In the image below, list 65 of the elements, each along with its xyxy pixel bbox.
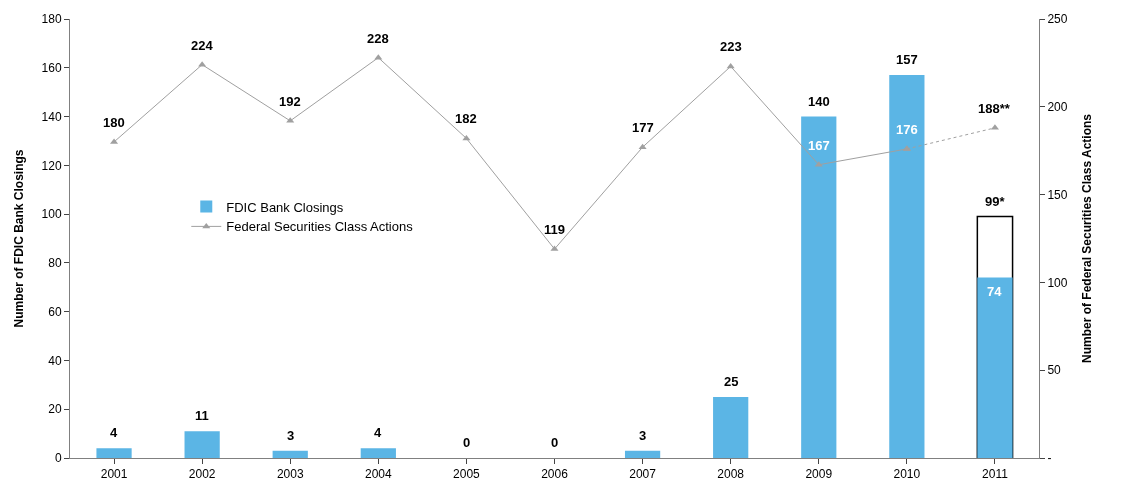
bar bbox=[713, 397, 749, 458]
bar bbox=[96, 448, 132, 458]
y2-tick-label: 250 bbox=[1047, 12, 1068, 27]
data-label: 176 bbox=[896, 122, 918, 137]
y-tick-label: 0 bbox=[54, 451, 62, 466]
y2-axis-title: Number of Federal Securities Class Actions bbox=[1079, 113, 1094, 363]
x-tick-label: 2006 bbox=[541, 467, 569, 482]
data-label: 99* bbox=[985, 194, 1006, 209]
data-label: 228 bbox=[367, 31, 389, 46]
y-axis-title: Number of FDIC Bank Closings bbox=[11, 149, 26, 328]
data-label: 224 bbox=[191, 38, 214, 53]
x-tick-label: 2008 bbox=[717, 467, 745, 482]
data-label: 192 bbox=[279, 94, 301, 109]
x-tick-label: 2002 bbox=[188, 467, 216, 482]
data-label: 140 bbox=[808, 94, 830, 109]
y-tick-label: 80 bbox=[48, 256, 62, 271]
data-label: 188** bbox=[978, 101, 1011, 116]
legend-label: FDIC Bank Closings bbox=[226, 199, 344, 215]
bar bbox=[272, 450, 308, 458]
x-tick-label: 2010 bbox=[893, 467, 921, 482]
bar bbox=[184, 431, 220, 458]
x-tick-label: 2001 bbox=[100, 467, 128, 482]
y-tick-label: 180 bbox=[41, 12, 62, 27]
y-tick-label: 120 bbox=[41, 158, 62, 173]
data-label: 157 bbox=[896, 52, 918, 67]
data-label: 0 bbox=[463, 435, 471, 450]
bar bbox=[360, 448, 396, 458]
data-label: 177 bbox=[632, 120, 654, 135]
data-label: 25 bbox=[724, 374, 739, 389]
x-tick-label: 2007 bbox=[629, 467, 657, 482]
bar bbox=[801, 116, 837, 458]
data-label: 167 bbox=[808, 138, 830, 153]
data-label: 11 bbox=[195, 408, 209, 423]
data-label: 0 bbox=[551, 435, 559, 450]
x-tick-label: 2005 bbox=[453, 467, 481, 482]
y2-tick-label: 100 bbox=[1047, 275, 1068, 290]
y-tick-label: 140 bbox=[41, 109, 62, 124]
x-tick-label: 2009 bbox=[805, 467, 833, 482]
point bbox=[462, 134, 471, 141]
data-label: 3 bbox=[287, 428, 295, 443]
data-label: 4 bbox=[374, 425, 382, 440]
data-label: 74 bbox=[987, 284, 1003, 299]
x-tick-label: 2003 bbox=[276, 467, 304, 482]
y-tick-label: 100 bbox=[41, 207, 62, 222]
x-tick-label: 2011 bbox=[982, 467, 1009, 482]
y2-tick-label: 50 bbox=[1047, 363, 1062, 378]
legend-label: Federal Securities Class Actions bbox=[226, 219, 414, 235]
data-label: 119 bbox=[544, 222, 565, 237]
bar bbox=[889, 75, 925, 458]
bar bbox=[977, 277, 1013, 458]
data-label: 3 bbox=[639, 428, 647, 443]
y-tick-label: 20 bbox=[48, 402, 62, 417]
y-tick-label: 160 bbox=[41, 60, 62, 75]
data-label: 180 bbox=[103, 115, 125, 130]
y2-tick-label: - bbox=[1047, 451, 1052, 466]
y-tick-label: 60 bbox=[48, 304, 62, 319]
data-label: 4 bbox=[110, 425, 118, 440]
point bbox=[726, 62, 735, 69]
x-tick-label: 2004 bbox=[364, 467, 392, 482]
y2-tick-label: 200 bbox=[1047, 100, 1068, 114]
bar bbox=[624, 450, 661, 458]
y2-tick-label: 150 bbox=[1047, 187, 1068, 202]
y-tick-label: 40 bbox=[48, 353, 62, 368]
data-label: 182 bbox=[455, 111, 477, 126]
data-label: 223 bbox=[720, 39, 742, 54]
